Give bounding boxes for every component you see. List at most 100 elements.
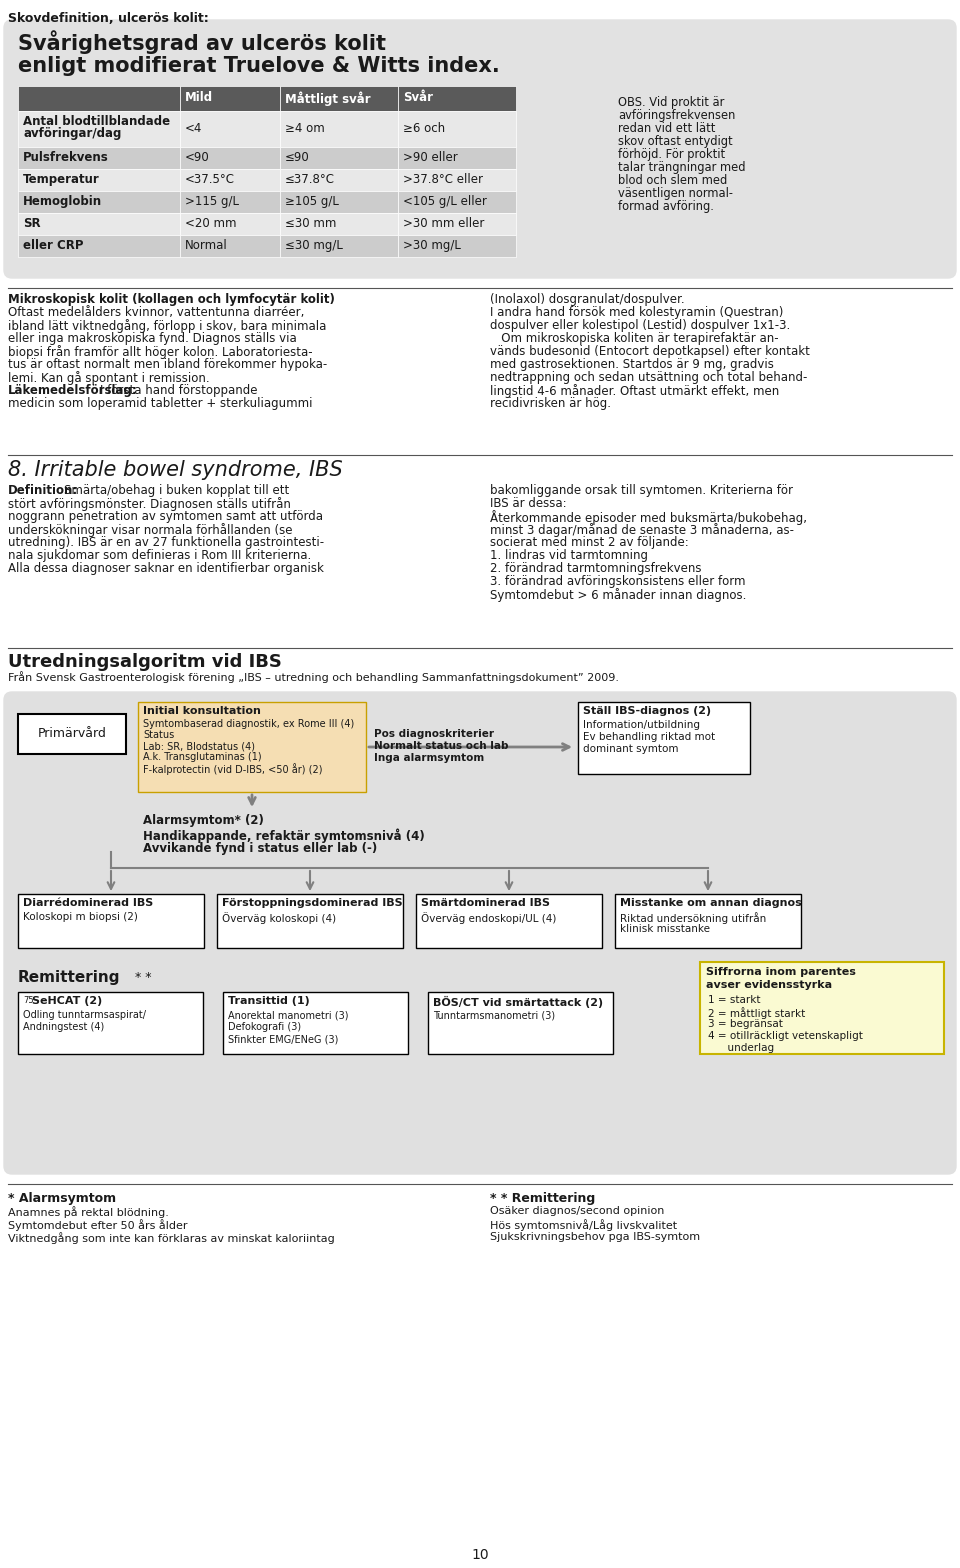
- Bar: [280, 86, 398, 111]
- Text: väsentligen normal-: väsentligen normal-: [618, 187, 733, 201]
- Text: Symtombaserad diagnostik, ex Rome III (4): Symtombaserad diagnostik, ex Rome III (4…: [143, 720, 354, 729]
- Text: ≤30 mm: ≤30 mm: [285, 216, 336, 230]
- Text: >90 eller: >90 eller: [403, 151, 458, 165]
- Text: OBS. Vid proktit är: OBS. Vid proktit är: [618, 96, 725, 110]
- Text: Smärta/obehag i buken kopplat till ett: Smärta/obehag i buken kopplat till ett: [64, 485, 289, 497]
- Bar: [280, 235, 398, 257]
- Text: Ställ IBS-diagnos (2): Ställ IBS-diagnos (2): [583, 706, 711, 717]
- Text: Hemoglobin: Hemoglobin: [23, 194, 102, 209]
- Text: Transittid (1): Transittid (1): [228, 996, 310, 1007]
- Bar: [18, 111, 180, 147]
- Bar: [18, 713, 126, 754]
- Bar: [138, 702, 366, 792]
- Text: socierat med minst 2 av följande:: socierat med minst 2 av följande:: [490, 536, 688, 549]
- Text: klinisk misstanke: klinisk misstanke: [620, 924, 710, 935]
- Text: Pos diagnoskriterier: Pos diagnoskriterier: [374, 729, 494, 739]
- Bar: [700, 963, 944, 1054]
- Text: förhöjd. För proktit: förhöjd. För proktit: [618, 147, 725, 162]
- Bar: [280, 213, 398, 235]
- Bar: [18, 191, 180, 213]
- Text: * *: * *: [135, 971, 152, 985]
- Text: bakomliggande orsak till symtomen. Kriterierna för: bakomliggande orsak till symtomen. Krite…: [490, 485, 793, 497]
- Text: Information/utbildning: Information/utbildning: [583, 720, 700, 731]
- Bar: [428, 993, 613, 1054]
- Text: Remittering: Remittering: [18, 971, 121, 985]
- Text: 75: 75: [23, 996, 34, 1005]
- Text: Normal: Normal: [185, 238, 228, 252]
- Text: <90: <90: [185, 151, 209, 165]
- Text: >30 mm eller: >30 mm eller: [403, 216, 485, 230]
- Text: recidivrisken är hög.: recidivrisken är hög.: [490, 397, 611, 409]
- Text: <105 g/L eller: <105 g/L eller: [403, 194, 487, 209]
- Text: Hös symtomsnivå/Låg livskvalitet: Hös symtomsnivå/Låg livskvalitet: [490, 1218, 677, 1231]
- Text: Symtomdebut efter 50 års ålder: Symtomdebut efter 50 års ålder: [8, 1218, 187, 1231]
- Text: ≥6 och: ≥6 och: [403, 122, 445, 135]
- Bar: [180, 86, 280, 111]
- Text: 4 = otillräckligt vetenskapligt: 4 = otillräckligt vetenskapligt: [708, 1032, 863, 1041]
- Bar: [398, 169, 516, 191]
- Text: dospulver eller kolestipol (Lestid) dospulver 1x1-3.: dospulver eller kolestipol (Lestid) dosp…: [490, 318, 790, 332]
- Bar: [180, 213, 280, 235]
- Text: ≤90: ≤90: [285, 151, 310, 165]
- Bar: [18, 894, 204, 949]
- Text: avföringar/dag: avföringar/dag: [23, 127, 121, 140]
- FancyBboxPatch shape: [4, 691, 956, 1174]
- Bar: [280, 191, 398, 213]
- Text: >115 g/L: >115 g/L: [185, 194, 239, 209]
- Bar: [398, 213, 516, 235]
- Bar: [578, 702, 750, 775]
- Text: 10: 10: [471, 1548, 489, 1562]
- Bar: [398, 235, 516, 257]
- Text: ≥4 om: ≥4 om: [285, 122, 324, 135]
- Text: Mild: Mild: [185, 91, 213, 103]
- Text: Defokografi (3): Defokografi (3): [228, 1022, 301, 1032]
- Text: Läkemedelsförslag:: Läkemedelsförslag:: [8, 384, 137, 397]
- Text: Om mikroskopiska koliten är terapirefaktär an-: Om mikroskopiska koliten är terapirefakt…: [490, 332, 779, 345]
- Text: nala sjukdomar som definieras i Rom III kriterierna.: nala sjukdomar som definieras i Rom III …: [8, 549, 311, 561]
- Text: Skovdefinition, ulcerös kolit:: Skovdefinition, ulcerös kolit:: [8, 13, 208, 25]
- Bar: [18, 147, 180, 169]
- Bar: [18, 235, 180, 257]
- Text: 2 = måttligt starkt: 2 = måttligt starkt: [708, 1007, 805, 1019]
- Text: Lab: SR, Blodstatus (4): Lab: SR, Blodstatus (4): [143, 742, 255, 751]
- Bar: [398, 191, 516, 213]
- Text: Svårighetsgrad av ulcerös kolit: Svårighetsgrad av ulcerös kolit: [18, 30, 386, 53]
- Text: Oftast medelålders kvinnor, vattentunna diarréer,: Oftast medelålders kvinnor, vattentunna …: [8, 306, 304, 318]
- Text: medicin som loperamid tabletter + sterkuliagummi: medicin som loperamid tabletter + sterku…: [8, 397, 313, 409]
- Text: >30 mg/L: >30 mg/L: [403, 238, 461, 252]
- Text: Misstanke om annan diagnos: Misstanke om annan diagnos: [620, 898, 802, 908]
- Bar: [18, 993, 203, 1054]
- Text: Andningstest (4): Andningstest (4): [23, 1022, 105, 1032]
- Text: Diarrédominerad IBS: Diarrédominerad IBS: [23, 898, 154, 908]
- Text: Antal blodtillblandade: Antal blodtillblandade: [23, 114, 170, 129]
- Text: Handikappande, refaktär symtomsnivå (4): Handikappande, refaktär symtomsnivå (4): [143, 828, 424, 842]
- Text: med gastrosektionen. Startdos är 9 mg, gradvis: med gastrosektionen. Startdos är 9 mg, g…: [490, 358, 774, 372]
- Text: SR: SR: [23, 216, 40, 230]
- Text: <20 mm: <20 mm: [185, 216, 236, 230]
- Text: skov oftast entydigt: skov oftast entydigt: [618, 135, 732, 147]
- Text: Symtomdebut > 6 månader innan diagnos.: Symtomdebut > 6 månader innan diagnos.: [490, 588, 746, 602]
- Text: utredning). IBS är en av 27 funktionella gastrointesti-: utredning). IBS är en av 27 funktionella…: [8, 536, 324, 549]
- Text: Riktad undersökning utifrån: Riktad undersökning utifrån: [620, 913, 766, 924]
- Text: Pulsfrekvens: Pulsfrekvens: [23, 151, 108, 165]
- Text: Överväg koloskopi (4): Överväg koloskopi (4): [222, 913, 336, 924]
- Text: tus är oftast normalt men ibland förekommer hypoka-: tus är oftast normalt men ibland förekom…: [8, 358, 327, 372]
- Bar: [18, 213, 180, 235]
- Text: Sjukskrivningsbehov pga IBS-symtom: Sjukskrivningsbehov pga IBS-symtom: [490, 1232, 700, 1242]
- Text: noggrann penetration av symtomen samt att utförda: noggrann penetration av symtomen samt at…: [8, 510, 323, 524]
- Text: vänds budesonid (Entocort depotkapsel) efter kontakt: vänds budesonid (Entocort depotkapsel) e…: [490, 345, 810, 358]
- Text: Alarmsymtom* (2): Alarmsymtom* (2): [143, 814, 264, 826]
- Text: biopsi från framför allt höger kolon. Laboratoriesta-: biopsi från framför allt höger kolon. La…: [8, 345, 313, 359]
- Bar: [180, 235, 280, 257]
- Bar: [180, 169, 280, 191]
- Text: Primärvård: Primärvård: [37, 728, 107, 740]
- Text: ibland lätt viktnedgång, förlopp i skov, bara minimala: ibland lätt viktnedgång, förlopp i skov,…: [8, 318, 326, 332]
- Text: F-kalprotectin (vid D-IBS, <50 år) (2): F-kalprotectin (vid D-IBS, <50 år) (2): [143, 764, 323, 775]
- Text: eller CRP: eller CRP: [23, 238, 84, 252]
- Text: Ev behandling riktad mot: Ev behandling riktad mot: [583, 732, 715, 742]
- Text: Definition:: Definition:: [8, 485, 79, 497]
- Bar: [280, 169, 398, 191]
- Text: <37.5°C: <37.5°C: [185, 172, 235, 187]
- Text: minst 3 dagar/månad de senaste 3 månaderna, as-: minst 3 dagar/månad de senaste 3 månader…: [490, 524, 794, 536]
- Text: Koloskopi m biopsi (2): Koloskopi m biopsi (2): [23, 913, 138, 922]
